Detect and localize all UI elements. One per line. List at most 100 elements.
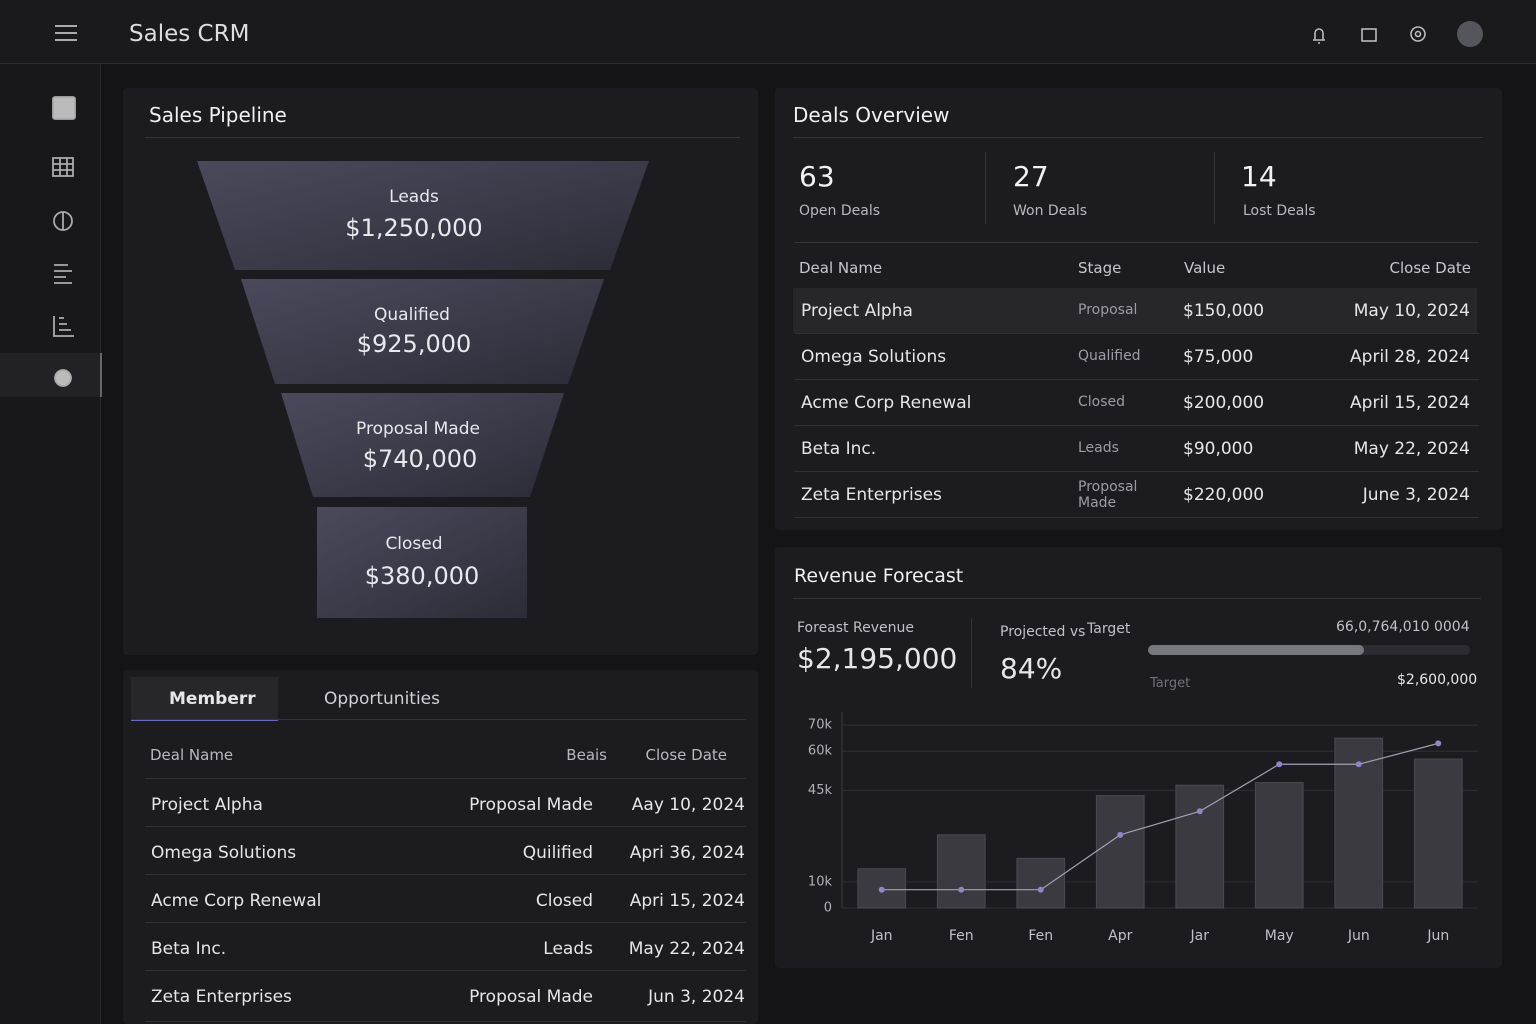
header-icons <box>1313 21 1483 47</box>
tab-label[interactable]: Opportunities <box>324 689 440 709</box>
x-tick-label: May <box>1265 928 1294 944</box>
x-tick-label: Jan <box>870 928 893 944</box>
row-highlight <box>793 288 1477 333</box>
stat-divider <box>1214 152 1215 224</box>
bar <box>1175 784 1225 909</box>
top-bar <box>0 0 1536 64</box>
nav-settings[interactable] <box>54 369 72 387</box>
row-divider <box>145 922 746 923</box>
x-tick-label: Jun <box>1426 928 1449 944</box>
stat-divider <box>985 152 986 224</box>
row-divider <box>145 1021 746 1022</box>
stat-value: 14 <box>1241 160 1277 193</box>
deal-value: $90,000 <box>1183 439 1254 459</box>
funnel-stage <box>241 279 604 384</box>
row-divider <box>795 425 1479 426</box>
row-divider <box>145 874 746 875</box>
x-tick-label: Jun <box>1347 928 1370 944</box>
stage-value: $1,250,000 <box>345 214 482 242</box>
projected-value: 84% <box>1000 652 1063 685</box>
progress-target-label: Target <box>1150 676 1191 691</box>
deal-stage: Closed <box>1078 394 1126 410</box>
close-date: June 3, 2024 <box>1362 485 1470 505</box>
panel-title: Deals Overview <box>793 103 950 127</box>
panel-title: Revenue Forecast <box>794 565 964 587</box>
divider <box>793 598 1481 599</box>
deal-name: Acme Corp Renewal <box>151 891 322 911</box>
deal-name: Acme Corp Renewal <box>801 393 972 413</box>
stage-label: Proposal Made <box>356 419 480 439</box>
row-divider <box>795 379 1479 380</box>
funnel: Leads $1,250,000 Qualified $925,000 Prop… <box>197 161 649 618</box>
y-tick-label: 45k <box>808 783 833 798</box>
tab-label[interactable]: Memberr <box>169 689 256 709</box>
stage-label: Qualified <box>374 305 450 325</box>
stat-value: 63 <box>799 160 835 193</box>
x-tick-label: Fen <box>1028 928 1053 944</box>
target-value: $2,600,000 <box>1397 672 1478 688</box>
bar <box>1095 795 1145 909</box>
nav-chart[interactable] <box>53 316 74 337</box>
tab-active[interactable] <box>131 677 278 721</box>
settings-icon[interactable] <box>1410 26 1426 42</box>
column-header: Stage <box>1078 259 1122 277</box>
inbox-icon[interactable] <box>1361 28 1377 42</box>
line-point <box>1355 761 1362 768</box>
close-date: April 28, 2024 <box>1350 347 1470 367</box>
line-point <box>878 886 885 893</box>
x-tick-label: Jar <box>1190 928 1210 944</box>
funnel-stage <box>281 393 564 497</box>
close-date: April 15, 2024 <box>1350 393 1470 413</box>
column-header: Deal Name <box>799 259 883 277</box>
stat-label: Won Deals <box>1013 203 1088 219</box>
close-date: Apri 36, 2024 <box>629 843 745 863</box>
stage-label: Closed <box>385 534 442 554</box>
stage-value: $740,000 <box>363 445 478 473</box>
y-tick-label: 0 <box>824 901 832 916</box>
deal-value: $150,000 <box>1183 301 1265 321</box>
divider <box>971 618 972 688</box>
x-tick-label: Apr <box>1108 928 1132 944</box>
deal-name: Project Alpha <box>151 795 263 815</box>
divider <box>145 137 740 138</box>
deal-stage: Proposal Made <box>1078 479 1138 511</box>
progress-note: 66,0,764,010 0004 <box>1336 619 1470 635</box>
close-date: Apri 15, 2024 <box>629 891 745 911</box>
close-date: Aay 10, 2024 <box>631 795 745 815</box>
revenue-value: $2,195,000 <box>797 642 958 675</box>
forecast-line <box>881 742 1439 891</box>
avatar[interactable] <box>1457 21 1483 47</box>
stat-value: 27 <box>1013 160 1049 193</box>
app-title: Sales CRM <box>129 21 250 47</box>
deal-name: Beta Inc. <box>151 939 227 959</box>
revenue-label: Foreast Revenue <box>797 620 914 636</box>
y-tick-label: 10k <box>808 874 833 889</box>
deal-stage: Proposal Made <box>469 795 593 815</box>
nav-table[interactable] <box>52 157 74 177</box>
line-point <box>1196 808 1203 815</box>
menu-icon[interactable] <box>52 22 80 44</box>
bar <box>1016 857 1066 909</box>
deal-value: $200,000 <box>1183 393 1265 413</box>
line-point <box>958 886 965 893</box>
bell-icon[interactable] <box>1313 28 1325 44</box>
nav-home[interactable] <box>52 96 76 120</box>
deal-name: Omega Solutions <box>801 347 947 367</box>
deal-name: Omega Solutions <box>151 843 297 863</box>
bar <box>936 834 986 909</box>
deal-stage: Qualified <box>1078 348 1141 364</box>
forecast-chart: 0 10k 45k 60k 70k Jan Fen Fen Apr Jar May Jun Jun <box>808 712 1478 944</box>
row-divider <box>795 517 1479 518</box>
line-point <box>1435 740 1442 747</box>
sidebar <box>0 64 101 1024</box>
opportunities-panel <box>123 670 758 1024</box>
divider <box>131 719 746 720</box>
funnel-stage <box>317 507 527 618</box>
line-point <box>1276 761 1283 768</box>
close-date: May 22, 2024 <box>1353 439 1470 459</box>
nav-list[interactable] <box>54 264 72 284</box>
panel-title: Sales Pipeline <box>149 103 287 127</box>
deal-stage: Proposal <box>1078 302 1138 318</box>
deal-stage: Leads <box>1078 440 1119 456</box>
